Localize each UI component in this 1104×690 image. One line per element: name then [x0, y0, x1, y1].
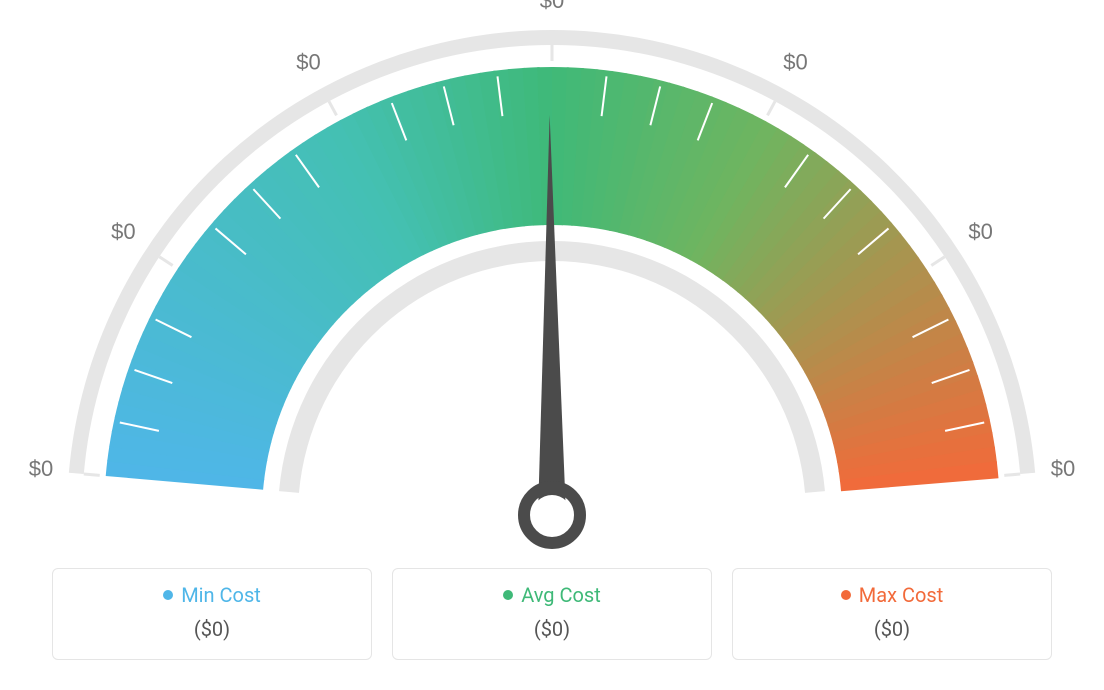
legend-label-avg: Avg Cost: [521, 583, 601, 607]
legend-title-max: Max Cost: [841, 583, 944, 607]
svg-text:$0: $0: [783, 49, 807, 74]
legend-dot-avg: [503, 590, 513, 600]
legend-card-min: Min Cost ($0): [52, 568, 372, 660]
legend-title-avg: Avg Cost: [503, 583, 601, 607]
legend-label-min: Min Cost: [181, 583, 261, 607]
legend-card-max: Max Cost ($0): [732, 568, 1052, 660]
legend-label-max: Max Cost: [859, 583, 944, 607]
svg-text:$0: $0: [540, 0, 564, 13]
svg-text:$0: $0: [29, 456, 53, 481]
legend-row: Min Cost ($0) Avg Cost ($0) Max Cost ($0…: [0, 568, 1104, 660]
legend-value-min: ($0): [71, 617, 353, 641]
svg-text:$0: $0: [296, 49, 320, 74]
legend-title-min: Min Cost: [163, 583, 261, 607]
svg-text:$0: $0: [1051, 456, 1075, 481]
gauge-chart: $0 $0 $0 $0 $0 $0 $0: [0, 0, 1104, 560]
legend-value-max: ($0): [751, 617, 1033, 641]
legend-card-avg: Avg Cost ($0): [392, 568, 712, 660]
gauge-svg: $0 $0 $0 $0 $0 $0 $0: [0, 0, 1104, 560]
svg-text:$0: $0: [968, 219, 992, 244]
legend-value-avg: ($0): [411, 617, 693, 641]
legend-dot-max: [841, 590, 851, 600]
legend-dot-min: [163, 590, 173, 600]
svg-text:$0: $0: [111, 219, 135, 244]
